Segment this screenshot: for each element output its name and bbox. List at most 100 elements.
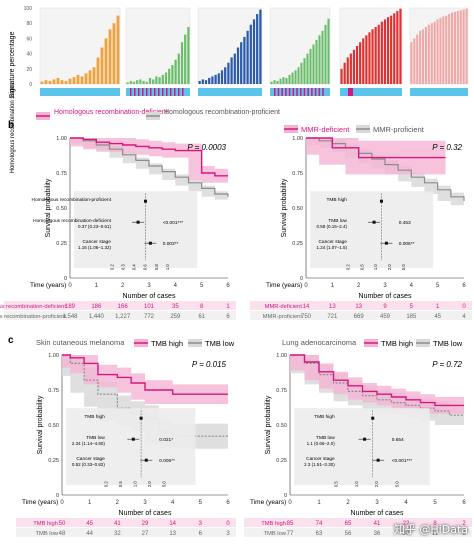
panel-a-bar bbox=[346, 57, 349, 84]
cases-value: 45 bbox=[86, 521, 93, 527]
panel-a-bar bbox=[168, 68, 171, 84]
forest-tick: 0.5 bbox=[118, 481, 123, 487]
panel-a-bar bbox=[249, 24, 252, 84]
panel-a-bar bbox=[227, 62, 230, 84]
panel-a-bar bbox=[60, 80, 64, 84]
panel-a-status-mark bbox=[162, 88, 164, 96]
panel-a-bar bbox=[68, 78, 72, 84]
forest-p: <0.001*** bbox=[163, 220, 184, 226]
panel-a-bar bbox=[459, 10, 462, 85]
forest-row-label: Cancer stage bbox=[76, 456, 105, 462]
panel-a-group-bg bbox=[197, 7, 263, 85]
legend-b-left: Homologous recombination-deficient Homol… bbox=[36, 109, 280, 120]
panel-a-bar bbox=[416, 34, 419, 84]
legend-c-left-high: TMB high bbox=[151, 339, 183, 348]
cases-value: 0 bbox=[226, 521, 230, 527]
panel-a-bar bbox=[155, 76, 158, 84]
panel-a-bar bbox=[309, 49, 312, 84]
cases-value: 3 bbox=[199, 521, 203, 527]
panel-a-bar bbox=[279, 78, 282, 84]
cases-group-label: Homologous recombination-deficient bbox=[0, 304, 66, 310]
cases-value: 459 bbox=[380, 314, 391, 320]
panel-a-bar bbox=[427, 24, 430, 84]
forest-hr: 0.37 (0.23–0.61) bbox=[78, 224, 112, 229]
panel-a-bar bbox=[276, 80, 279, 84]
panel-a-bar bbox=[324, 24, 327, 84]
forest-point bbox=[372, 220, 376, 224]
cases-title: Number of cases bbox=[359, 293, 412, 300]
panel-a-bar bbox=[64, 80, 68, 84]
panel-b-label: b bbox=[8, 120, 14, 131]
y-tick-label: 0.75 bbox=[276, 388, 287, 394]
x-tick-label: 2 bbox=[116, 500, 120, 506]
panel-a-bar bbox=[315, 39, 318, 84]
panel-a-bar bbox=[377, 24, 380, 84]
panel-a-bar bbox=[300, 62, 303, 84]
cases-group-label: MMR-proficient bbox=[263, 314, 303, 320]
x-tick-label: 3 bbox=[375, 500, 379, 506]
panel-a-bar bbox=[92, 67, 96, 84]
x-axis-label: Time (years) bbox=[30, 282, 66, 289]
panel-a-bar bbox=[383, 19, 387, 84]
panel-a-bar bbox=[204, 80, 208, 84]
panel-a-status-mark bbox=[134, 88, 136, 96]
x-tick-label: 0 bbox=[60, 500, 64, 506]
y-tick-label: 0 bbox=[284, 493, 287, 499]
forest-point bbox=[376, 458, 380, 462]
legend-c-right-high: TMB high bbox=[381, 339, 413, 348]
forest-tick: 5.0 bbox=[395, 481, 400, 487]
panel-a-bar bbox=[465, 8, 468, 84]
cases-row-bg bbox=[244, 528, 472, 537]
panel-a-bar bbox=[139, 79, 142, 84]
forest-row-label: TMB high bbox=[326, 197, 347, 203]
panel-a-bar bbox=[259, 9, 262, 85]
x-tick-label: 0 bbox=[68, 283, 72, 289]
forest-point bbox=[144, 458, 148, 462]
x-tick-label: 3 bbox=[147, 283, 151, 289]
panel-a-bar bbox=[72, 77, 76, 84]
forest-tick: 5.0 bbox=[162, 481, 167, 487]
cases-value: 2 bbox=[462, 531, 466, 537]
panel-a-bar bbox=[256, 14, 259, 84]
p-value: P = 0.32 bbox=[432, 143, 462, 152]
y-tick-label: 0 bbox=[300, 276, 303, 282]
panel-a-bar bbox=[270, 81, 273, 84]
panel-a-bar bbox=[136, 80, 139, 84]
panel-a-bar bbox=[327, 18, 330, 84]
y-tick-label: 0.50 bbox=[56, 206, 67, 212]
cases-value: 50 bbox=[59, 521, 66, 527]
panel-a-group-bg bbox=[409, 7, 469, 85]
cases-value: 74 bbox=[316, 521, 323, 527]
forest-point bbox=[384, 241, 388, 245]
x-tick-label: 6 bbox=[226, 500, 230, 506]
forest-row-label: TMB high bbox=[84, 414, 105, 420]
forest-tick: 0.8 bbox=[154, 264, 159, 270]
panel-a-bar bbox=[368, 32, 371, 84]
panel-a-bar bbox=[132, 81, 136, 84]
y-tick-label: 0.75 bbox=[48, 388, 59, 394]
km-chart-1: 1.00 0.75 0.50 0.25 00 1 2 3 4 5 6 Survival probabi… bbox=[0, 136, 236, 320]
cases-value: 669 bbox=[354, 314, 365, 320]
cases-group-label: Homologous recombination-proficient bbox=[0, 314, 66, 320]
forest-p: 0.453 bbox=[399, 220, 411, 226]
cases-value: 4 bbox=[462, 314, 466, 320]
panel-a-bar bbox=[291, 72, 294, 84]
panel-a-status-mark bbox=[174, 88, 176, 96]
panel-a-bar bbox=[44, 80, 48, 84]
x-tick-label: 2 bbox=[357, 283, 361, 289]
x-tick-label: 5 bbox=[433, 500, 437, 506]
km-line-series-1 bbox=[306, 137, 446, 159]
forest-hr: 1.24 (1.07–1.5) bbox=[316, 245, 347, 250]
panel-a-bar bbox=[321, 30, 324, 84]
panel-a-bar bbox=[439, 17, 442, 85]
y-tick-label: 0 bbox=[64, 276, 67, 282]
cases-value: 44 bbox=[86, 531, 93, 537]
legend-mmr-deficient-label: MMR-deficient bbox=[301, 125, 350, 134]
cases-value: 65 bbox=[345, 521, 352, 527]
x-tick-label: 3 bbox=[383, 283, 387, 289]
ci-band-series-2 bbox=[70, 138, 228, 200]
y-tick-label: 0.25 bbox=[48, 458, 59, 464]
forest-tick: 2.0 bbox=[387, 264, 392, 270]
panel-a-status-mark bbox=[277, 88, 280, 96]
cases-row-bg bbox=[16, 528, 236, 537]
